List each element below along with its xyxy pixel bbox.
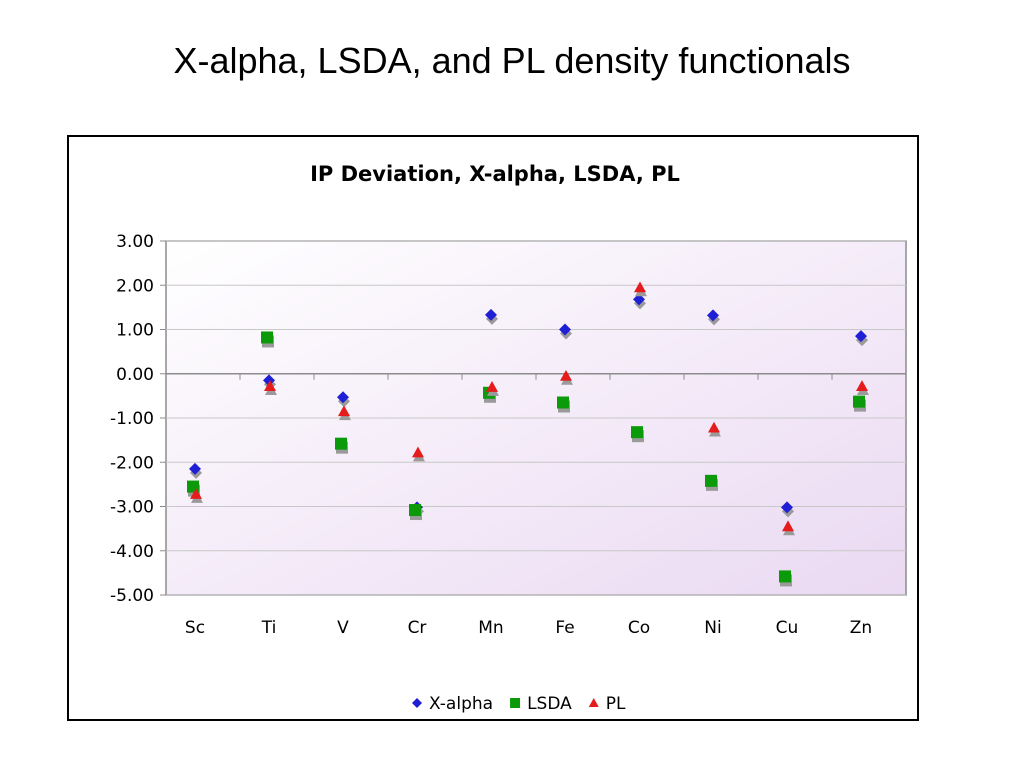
data-point-pl (412, 446, 424, 458)
axis-layer: 3.00 2.00 1.00 0.00 -1.00 -2.00 -3.00 -4.00 -5.0… (110, 232, 907, 638)
x-tick-label: Co (628, 618, 650, 638)
legend-item-x-alpha: X-alpha (412, 694, 493, 714)
x-tick-label: Cr (408, 618, 427, 638)
data-point-x-alpha (263, 374, 275, 387)
y-tick-label: -5.00 (110, 586, 154, 606)
data-point-pl (634, 281, 646, 293)
x-tick-label: Ti (261, 618, 277, 638)
legend-marker (588, 698, 599, 707)
chart-frame: IP Deviation, X-alpha, LSDA, PL 3.00 2.00… (67, 135, 919, 721)
x-tick-label: Cu (776, 618, 799, 638)
y-tick-label: -3.00 (110, 498, 154, 518)
y-tick-label: 1.00 (116, 321, 154, 341)
data-point-lsda (335, 437, 347, 450)
data-point-pl (486, 381, 498, 392)
legend-label: PL (606, 694, 626, 714)
data-point-lsda (705, 474, 717, 487)
data-point-pl (782, 520, 794, 532)
y-tick-label: 2.00 (116, 276, 154, 296)
legend-label: LSDA (527, 694, 572, 714)
data-point-lsda (631, 426, 643, 439)
legend: X-alpha LSDA PL (412, 694, 626, 714)
chart-title: IP Deviation, X-alpha, LSDA, PL (310, 162, 680, 186)
data-point-lsda (409, 504, 421, 517)
x-tick-label: Ni (704, 618, 721, 638)
data-point-x-alpha (855, 330, 867, 343)
legend-marker (510, 698, 521, 708)
data-point-x-alpha (707, 309, 719, 322)
y-tick-label: 3.00 (116, 232, 154, 252)
data-point-x-alpha (781, 501, 793, 514)
y-tick-label: -2.00 (110, 453, 154, 473)
y-tick-label: 0.00 (116, 365, 154, 385)
data-point-pl (190, 488, 202, 499)
x-tick-label: Sc (185, 618, 205, 638)
data-point-pl (338, 405, 350, 417)
x-tick-label: Zn (850, 618, 872, 638)
series-pl (190, 281, 869, 536)
legend-label: X-alpha (429, 694, 493, 714)
ip-deviation-chart: IP Deviation, X-alpha, LSDA, PL 3.00 2.00… (110, 162, 907, 714)
data-point-pl (856, 380, 868, 391)
data-point-lsda (779, 570, 791, 583)
data-point-pl (560, 369, 572, 381)
legend-marker (412, 698, 422, 708)
data-point-lsda (557, 396, 569, 409)
x-tick-label: Fe (555, 618, 574, 638)
y-tick-label: -1.00 (110, 409, 154, 429)
data-point-x-alpha (559, 323, 571, 336)
y-tick-label: -4.00 (110, 542, 154, 562)
data-point-lsda (853, 395, 865, 408)
marks-layer (187, 281, 869, 587)
slide-title: X-alpha, LSDA, and PL density functional… (173, 40, 851, 81)
data-point-x-alpha (633, 293, 645, 306)
x-tick-label: Mn (478, 618, 503, 638)
data-point-x-alpha (189, 462, 201, 475)
data-point-x-alpha (337, 391, 349, 404)
data-point-pl (264, 380, 276, 391)
legend-item-lsda: LSDA (510, 694, 572, 714)
data-point-x-alpha (485, 308, 497, 321)
x-tick-label: V (337, 618, 349, 638)
data-point-pl (708, 421, 720, 433)
data-point-lsda (261, 331, 273, 344)
legend-item-pl: PL (588, 694, 626, 714)
